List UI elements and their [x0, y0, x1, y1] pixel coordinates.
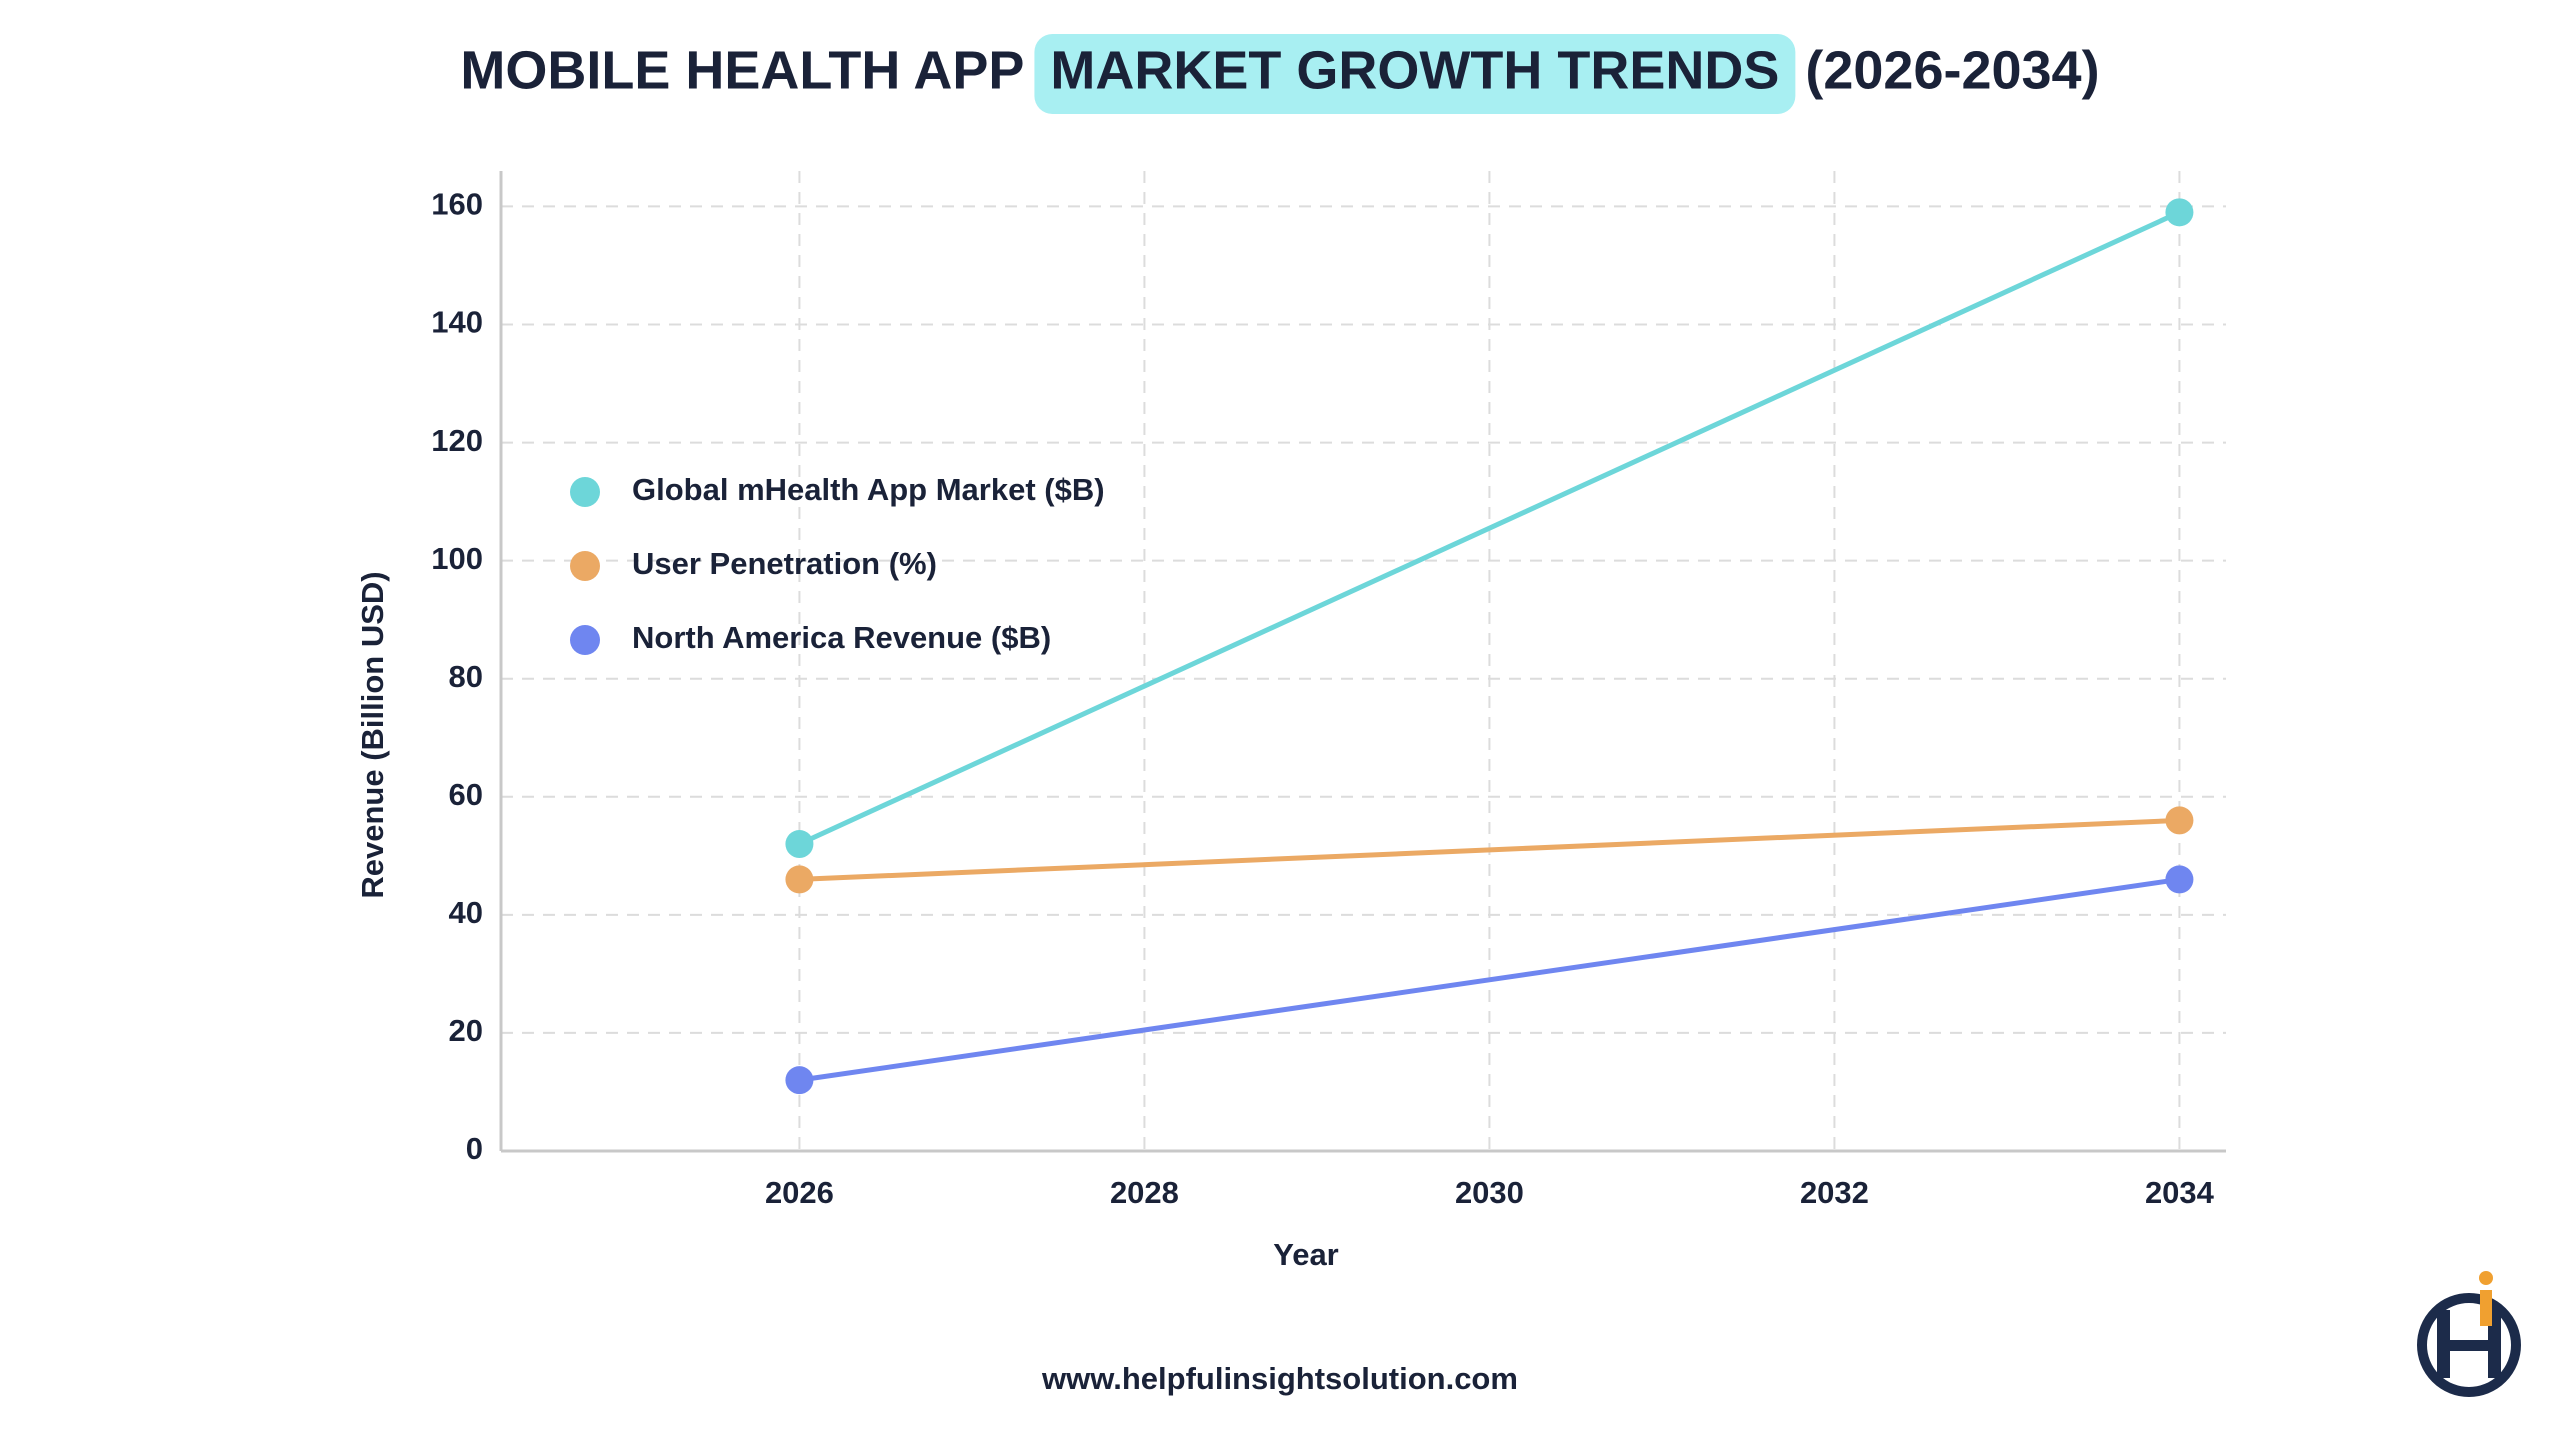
y-tick-label: 80: [449, 659, 483, 694]
chart-title: MARKET GROWTH TRENDS: [1050, 40, 1779, 100]
y-tick-label: 20: [449, 1013, 483, 1048]
legend-marker: [570, 477, 600, 507]
footer: www.helpfulinsightsolution.com: [1041, 1361, 1518, 1396]
legend-label: North America Revenue ($B): [632, 620, 1051, 655]
y-tick-label: 40: [449, 895, 483, 930]
x-tick-label: 2034: [2145, 1175, 2215, 1210]
data-point: [785, 865, 814, 894]
data-point: [2165, 806, 2194, 835]
data-point: [785, 830, 814, 859]
y-tick-label: 140: [431, 305, 483, 340]
series-line: [799, 876, 2180, 1083]
chart-title: MOBILE HEALTH APP: [460, 40, 1024, 100]
data-point: [2165, 198, 2194, 227]
y-tick-label: 100: [431, 541, 483, 576]
legend-marker: [570, 625, 600, 655]
y-tick-label: 0: [466, 1131, 483, 1166]
y-tick-label: 120: [431, 423, 483, 458]
x-tick-label: 2028: [1110, 1175, 1179, 1210]
series-line: [798, 210, 2181, 847]
data-point: [2165, 865, 2194, 894]
data-point: [785, 1066, 814, 1095]
y-tick-label: 160: [431, 187, 483, 222]
legend-label: Global mHealth App Market ($B): [632, 472, 1105, 507]
title-highlight: [1034, 34, 1796, 114]
legend-label: User Penetration (%): [632, 546, 937, 581]
chart-title: (2026-2034): [1805, 40, 2099, 100]
legend-marker: [570, 551, 600, 581]
y-tick-label: 60: [449, 777, 483, 812]
x-axis-label: Year: [1273, 1237, 1339, 1272]
y-axis-label: Revenue (Billion USD): [355, 571, 390, 898]
logo: [2417, 1271, 2521, 1397]
x-tick-label: 2026: [765, 1175, 834, 1210]
series-line: [799, 817, 2180, 882]
x-tick-label: 2032: [1800, 1175, 1869, 1210]
x-tick-label: 2030: [1455, 1175, 1524, 1210]
